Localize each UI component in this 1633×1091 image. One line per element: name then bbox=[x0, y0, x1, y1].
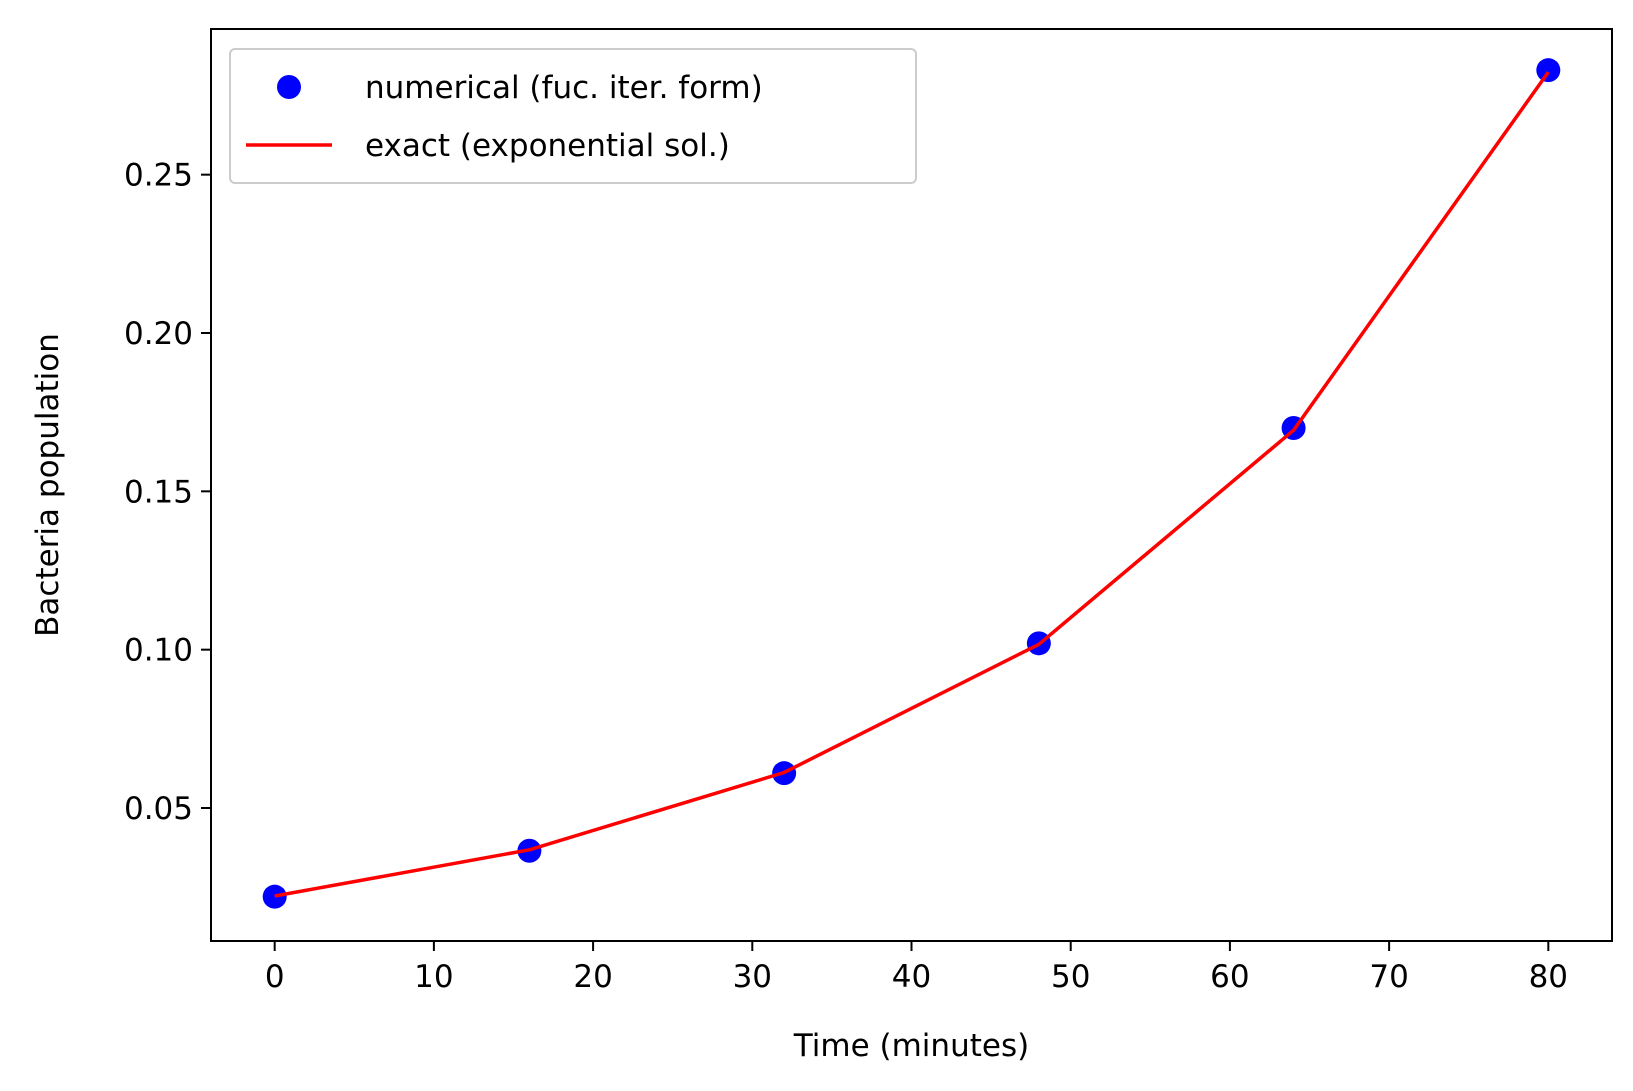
y-tick-label: 0.05 bbox=[124, 791, 193, 827]
x-tick-label: 10 bbox=[414, 959, 453, 995]
y-axis: 0.05 0.10 0.15 0.20 0.25 bbox=[124, 158, 211, 827]
y-axis-label: Bacteria population bbox=[30, 333, 66, 637]
x-tick-label: 60 bbox=[1210, 959, 1249, 995]
legend-label: exact (exponential sol.) bbox=[365, 128, 730, 164]
x-tick-label: 50 bbox=[1051, 959, 1090, 995]
data-point-numerical bbox=[1536, 58, 1561, 83]
data-point-numerical bbox=[262, 884, 287, 909]
x-tick-label: 0 bbox=[265, 959, 285, 995]
x-tick-label: 70 bbox=[1369, 959, 1408, 995]
x-axis: 0 10 20 30 40 50 60 70 80 bbox=[265, 941, 1568, 995]
legend-label: numerical (fuc. iter. form) bbox=[365, 70, 763, 106]
series-layer bbox=[262, 58, 1561, 909]
x-tick-label: 20 bbox=[573, 959, 612, 995]
legend-marker-numerical bbox=[277, 75, 301, 99]
x-tick-label: 40 bbox=[892, 959, 931, 995]
series-line-exact bbox=[274, 71, 1550, 898]
y-tick-label: 0.20 bbox=[124, 316, 193, 352]
y-tick-label: 0.15 bbox=[124, 474, 193, 510]
x-tick-label: 80 bbox=[1529, 959, 1568, 995]
y-tick-label: 0.10 bbox=[124, 633, 193, 669]
legend: numerical (fuc. iter. form) exact (expone… bbox=[229, 48, 917, 184]
y-tick-label: 0.25 bbox=[124, 158, 193, 194]
x-axis-label: Time (minutes) bbox=[793, 1028, 1029, 1064]
x-tick-label: 30 bbox=[733, 959, 772, 995]
legend-box bbox=[229, 48, 917, 184]
